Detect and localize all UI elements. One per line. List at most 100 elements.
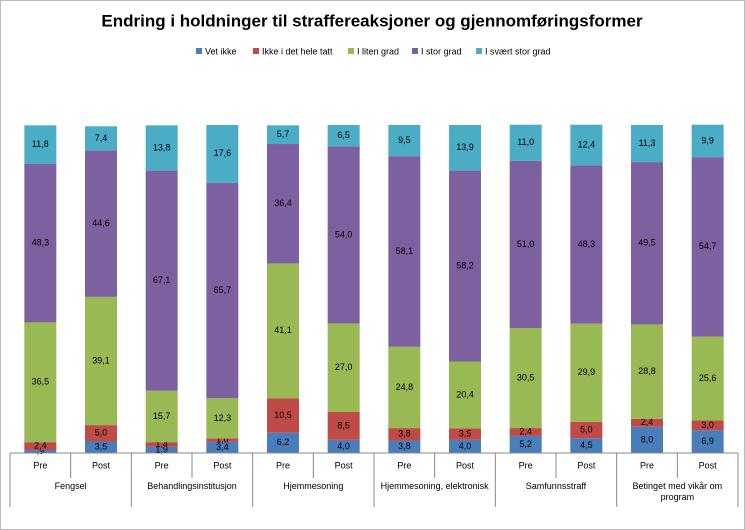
bar-segment: [388, 428, 421, 441]
data-label: 39,1: [92, 355, 110, 365]
bar-segment: [206, 398, 239, 439]
bar-segment: [631, 125, 663, 163]
bar-segment: [449, 439, 481, 453]
bar-segment: [388, 125, 421, 157]
x-tick-label: Post: [213, 460, 232, 470]
data-label: 1,0: [216, 435, 229, 445]
data-label: 25,6: [699, 373, 717, 383]
data-label: 8,5: [337, 420, 350, 430]
data-label: 5,0: [580, 424, 593, 434]
bar-segment: [691, 157, 724, 337]
bar-segment: [691, 124, 724, 158]
data-label: 4,5: [580, 440, 593, 450]
data-label: 5,7: [277, 129, 290, 139]
data-label: 2,4: [34, 440, 47, 450]
bar-segment: [206, 438, 239, 442]
bar-segment: [145, 442, 178, 447]
data-label: 24,8: [396, 382, 414, 392]
bar-segment: [267, 263, 299, 399]
data-label: 11,3: [639, 138, 656, 148]
data-label: 7,4: [95, 133, 108, 143]
data-label: 65,7: [214, 285, 232, 295]
bar-segment: [85, 425, 117, 442]
bar-segment: [449, 361, 481, 429]
bar-segment: [449, 125, 481, 171]
bar-segment: [570, 323, 603, 422]
group-label: Behandlingsinstitusjon: [147, 481, 237, 491]
bar-segment: [509, 160, 542, 329]
data-label: 11,0: [517, 137, 534, 147]
legend-swatch: [348, 48, 354, 54]
data-label: 1,4: [155, 439, 168, 449]
bar-segment: [388, 156, 421, 347]
x-tick-label: Post: [456, 460, 475, 470]
data-label: 6,9: [701, 436, 714, 446]
data-label: 54,0: [335, 229, 353, 239]
data-label: 3,4: [216, 442, 229, 452]
bar-segment: [449, 170, 481, 362]
data-label: 3,8: [398, 429, 411, 439]
data-label: 1,9: [155, 444, 168, 454]
data-label: 3,8: [398, 441, 411, 451]
bar-segment: [145, 125, 178, 171]
bar-segment: [24, 164, 57, 323]
data-label: 49,5: [638, 238, 656, 248]
data-label: 58,2: [456, 260, 474, 270]
data-label: 5,0: [95, 428, 108, 438]
data-label: 58,1: [396, 246, 414, 256]
bar-segment: [145, 390, 178, 443]
x-tick-label: Post: [92, 460, 111, 470]
data-label: 9,5: [398, 135, 411, 145]
data-label: 29,9: [578, 367, 596, 377]
bar-segment: [206, 182, 239, 399]
data-label: 9,9: [701, 135, 714, 145]
data-label: 30,5: [517, 372, 535, 382]
data-label: 36,4: [274, 198, 292, 208]
bar-segment: [388, 440, 421, 453]
bar-segment: [327, 146, 360, 324]
legend-swatch: [476, 48, 482, 54]
x-tick-label: Pre: [155, 460, 169, 470]
bar-segment: [509, 428, 542, 436]
bar-segment: [267, 144, 299, 264]
data-label: 6,5: [337, 130, 350, 140]
data-label: 10,5: [274, 410, 292, 420]
bar-segment: [24, 322, 57, 443]
bar-segment: [24, 125, 57, 165]
bar-segment: [145, 446, 178, 453]
data-label: 12,4: [578, 139, 596, 149]
bar-segment: [85, 296, 117, 426]
x-tick-label: Pre: [276, 460, 290, 470]
data-label: 17,6: [214, 148, 232, 158]
data-label: 27,0: [335, 362, 353, 372]
x-tick-label: Pre: [640, 460, 654, 470]
bar-segment: [206, 125, 239, 183]
data-label: 12,3: [214, 413, 232, 423]
data-label: 48,3: [578, 239, 596, 249]
bar-segment: [85, 126, 117, 151]
bar-segment: [631, 426, 663, 453]
bar-segment: [691, 420, 724, 431]
bar-segment: [327, 323, 360, 412]
legend-swatch: [253, 48, 259, 54]
bar-segment: [691, 430, 724, 453]
data-label: 20,4: [456, 389, 474, 399]
data-label: 15,7: [153, 411, 171, 421]
data-label: 48,3: [32, 238, 50, 248]
bar-segment: [24, 450, 57, 453]
data-label: 2,4: [641, 417, 654, 427]
data-label: 6,2: [277, 437, 290, 447]
bar-segment: [570, 165, 603, 324]
legend-label: I stor grad: [421, 46, 462, 56]
bar-segment: [267, 125, 299, 145]
bar-segment: [388, 346, 421, 429]
group-label: Hjemmesoning: [283, 481, 344, 491]
legend-label: I liten grad: [357, 46, 399, 56]
data-label: 13,9: [456, 142, 474, 152]
bar-segment: [509, 435, 542, 453]
bar-segment: [691, 336, 724, 421]
bar-segment: [631, 324, 663, 419]
bar-segment: [327, 125, 360, 147]
